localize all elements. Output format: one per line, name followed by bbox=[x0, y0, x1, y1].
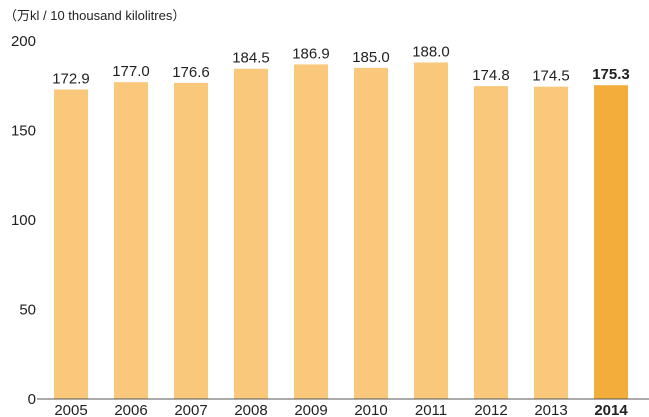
y-axis: 0 50 100 150 200 bbox=[11, 33, 46, 408]
data-label-2006: 177.0 bbox=[112, 63, 150, 80]
x-tick-label-2011: 2011 bbox=[415, 402, 447, 417]
data-label-2014: 175.3 bbox=[592, 66, 630, 83]
data-label-2011: 188.0 bbox=[412, 43, 450, 60]
bar-2014 bbox=[594, 85, 628, 399]
bar-2006 bbox=[114, 82, 148, 400]
x-tick-label-2013: 2013 bbox=[534, 402, 567, 417]
data-label-2008: 184.5 bbox=[232, 50, 270, 67]
x-axis: 2005 2006 2007 2008 2009 2010 2011 2012 2013 2014 bbox=[42, 398, 649, 417]
x-tick-label-2009: 2009 bbox=[294, 402, 327, 417]
bar-2005 bbox=[54, 89, 88, 399]
x-tick-label-2005: 2005 bbox=[54, 402, 87, 417]
data-label-2009: 186.9 bbox=[292, 45, 330, 62]
y-tick-label: 100 bbox=[11, 212, 36, 229]
y-tick-label: 150 bbox=[11, 123, 36, 140]
bar-2011 bbox=[414, 62, 448, 399]
data-label-2005: 172.9 bbox=[52, 71, 90, 88]
x-tick-label-2012: 2012 bbox=[474, 402, 507, 417]
unit-label: （万kl / 10 thousand kilolitres） bbox=[4, 8, 185, 23]
y-tick-label: 50 bbox=[19, 302, 36, 319]
bar-2010 bbox=[354, 67, 388, 399]
bar-2012 bbox=[474, 86, 508, 399]
data-label-2012: 174.8 bbox=[472, 67, 510, 84]
bars: 172.9 177.0 176.6 184.5 186.9 185.0 188.0 174.8… bbox=[52, 43, 630, 400]
bar-2013 bbox=[534, 86, 568, 400]
bar-2009 bbox=[294, 64, 328, 399]
x-tick-label-2014: 2014 bbox=[594, 402, 628, 417]
y-tick-label: 0 bbox=[28, 391, 36, 408]
x-tick-label-2008: 2008 bbox=[234, 402, 267, 417]
data-label-2013: 174.5 bbox=[532, 68, 570, 85]
data-label-2010: 185.0 bbox=[352, 49, 390, 66]
data-label-2007: 176.6 bbox=[172, 64, 210, 81]
bar-2007 bbox=[174, 82, 208, 400]
x-tick-label-2007: 2007 bbox=[174, 402, 207, 417]
bar-2008 bbox=[234, 68, 268, 400]
y-tick-label: 200 bbox=[11, 33, 36, 50]
x-tick-label-2006: 2006 bbox=[114, 402, 147, 417]
x-tick-label-2010: 2010 bbox=[354, 402, 387, 417]
